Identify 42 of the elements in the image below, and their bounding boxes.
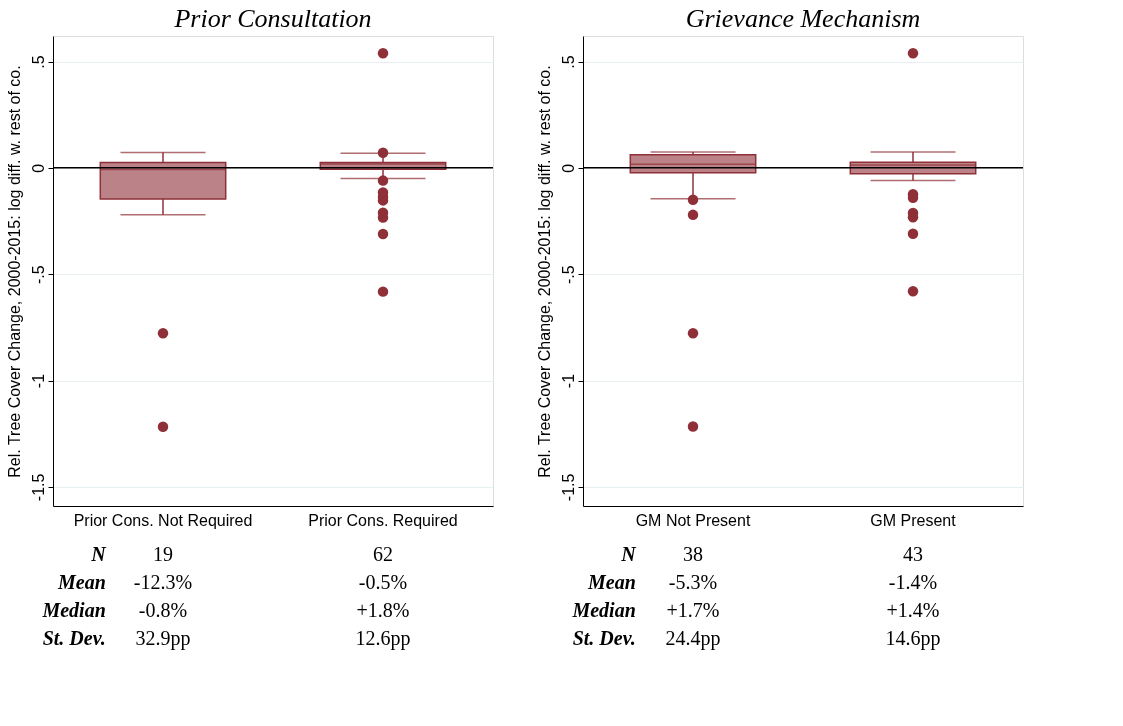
text: Median bbox=[41, 599, 106, 621]
y-tick-label: 0 bbox=[559, 163, 577, 173]
x-tick-label: GM Present bbox=[870, 511, 957, 529]
x-tick-label: Prior Cons. Not Required bbox=[73, 511, 253, 529]
text: Median bbox=[571, 599, 636, 621]
y-tick-label: -1.5 bbox=[559, 473, 577, 502]
text: -1.4% bbox=[888, 571, 938, 593]
text: 14.6pp bbox=[885, 627, 941, 650]
y-axis-title: Rel. Tree Cover Change, 2000-2015: log diff. w. rest of co. bbox=[5, 65, 23, 478]
y-tick-label: .5 bbox=[559, 55, 577, 69]
y-tick-label: -1 bbox=[29, 373, 47, 389]
x-tick-label: Prior Cons. Required bbox=[308, 511, 458, 529]
y-tick-label: -.5 bbox=[559, 265, 577, 285]
text: 19 bbox=[153, 543, 173, 565]
text: 62 bbox=[373, 543, 393, 565]
text: -5.3% bbox=[668, 571, 718, 593]
y-tick-label: -.5 bbox=[29, 265, 47, 285]
text: +1.4% bbox=[886, 599, 940, 621]
text: 32.9pp bbox=[135, 627, 191, 650]
text: 24.4pp bbox=[665, 627, 721, 650]
text: 12.6pp bbox=[355, 627, 411, 650]
y-tick-label: -1 bbox=[559, 373, 577, 389]
text: 43 bbox=[903, 543, 923, 565]
text: +1.8% bbox=[356, 599, 410, 621]
text: St. Dev. bbox=[42, 627, 106, 649]
y-axis-title: Rel. Tree Cover Change, 2000-2015: log diff. w. rest of co. bbox=[535, 65, 553, 478]
text: -0.8% bbox=[138, 599, 188, 621]
text: Mean bbox=[587, 571, 636, 593]
y-tick-label: -1.5 bbox=[29, 473, 47, 502]
text: 38 bbox=[683, 543, 703, 565]
y-tick-label: 0 bbox=[29, 163, 47, 173]
chart-title: Grievance Mechanism bbox=[685, 4, 921, 33]
x-tick-label: GM Not Present bbox=[635, 511, 751, 529]
text: N bbox=[620, 543, 638, 565]
text: Mean bbox=[57, 571, 106, 593]
text: N bbox=[90, 543, 108, 565]
text: -0.5% bbox=[358, 571, 408, 593]
text: St. Dev. bbox=[572, 627, 636, 649]
text: +1.7% bbox=[666, 599, 720, 621]
text: -12.3% bbox=[133, 571, 193, 593]
y-tick-label: .5 bbox=[29, 55, 47, 69]
chart-title: Prior Consultation bbox=[173, 4, 372, 33]
